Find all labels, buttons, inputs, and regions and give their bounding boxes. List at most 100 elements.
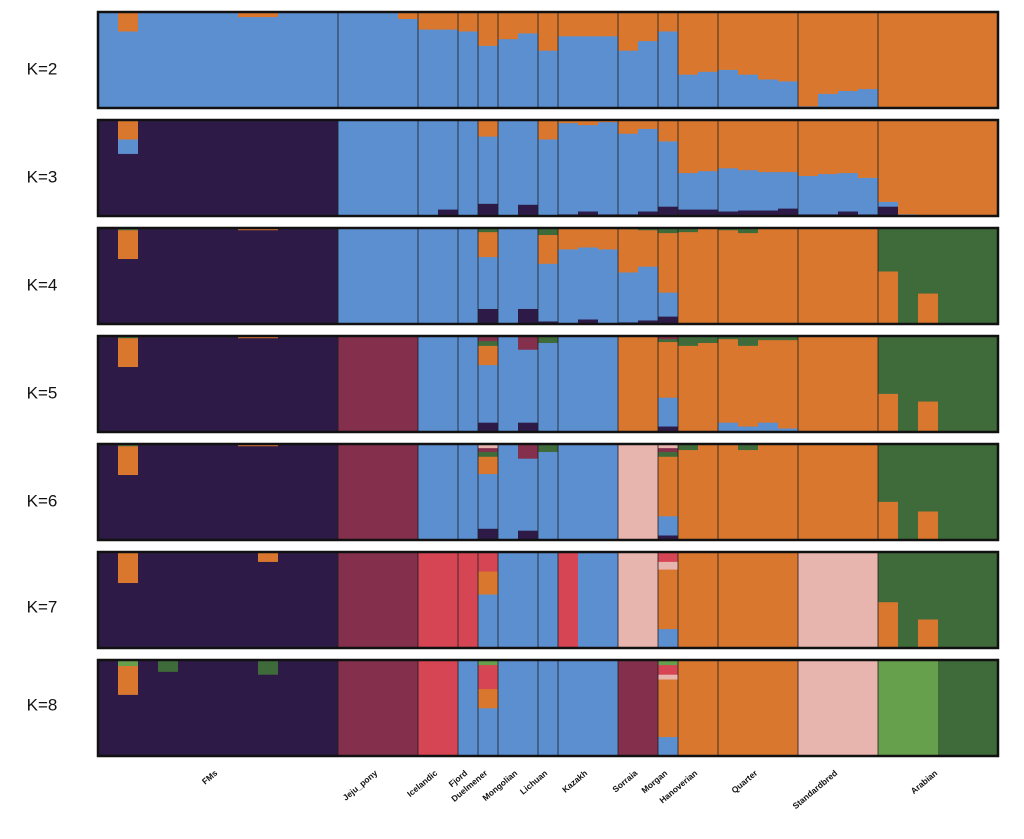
admixture-segment bbox=[198, 12, 219, 109]
admixture-segment bbox=[778, 12, 799, 82]
admixture-segment bbox=[518, 120, 539, 205]
admixture-segment bbox=[318, 228, 339, 325]
admixture-segment bbox=[818, 444, 839, 541]
admixture-segment bbox=[858, 120, 879, 178]
admixture-segment bbox=[578, 12, 599, 37]
admixture-segment bbox=[858, 177, 879, 215]
admixture-segment bbox=[638, 336, 659, 433]
admixture-segment bbox=[498, 444, 519, 541]
admixture-segment bbox=[738, 336, 759, 346]
panel-k8 bbox=[96, 658, 1000, 758]
admixture-segment bbox=[418, 228, 439, 325]
admixture-segment bbox=[778, 171, 799, 209]
admixture-segment bbox=[718, 211, 739, 217]
admixture-segment bbox=[378, 660, 399, 757]
admixture-segment bbox=[798, 444, 819, 541]
panel-k4 bbox=[96, 226, 1000, 326]
admixture-segment bbox=[898, 444, 919, 541]
admixture-segment bbox=[518, 12, 539, 34]
admixture-segment bbox=[818, 12, 839, 94]
admixture-segment bbox=[498, 12, 519, 40]
admixture-segment bbox=[318, 660, 339, 757]
admixture-segment bbox=[658, 569, 679, 630]
k-label: K=8 bbox=[27, 695, 58, 714]
admixture-segment bbox=[638, 320, 659, 325]
admixture-segment bbox=[478, 345, 499, 366]
admixture-segment bbox=[178, 336, 199, 433]
admixture-segment bbox=[678, 209, 699, 217]
admixture-segment bbox=[758, 660, 779, 757]
admixture-segment bbox=[398, 552, 419, 649]
admixture-segment bbox=[838, 660, 859, 757]
admixture-segment bbox=[978, 444, 999, 541]
admixture-segment bbox=[358, 336, 379, 433]
admixture-segment bbox=[458, 120, 479, 217]
admixture-segment bbox=[958, 444, 979, 541]
admixture-segment bbox=[598, 444, 619, 541]
admixture-segment bbox=[178, 12, 199, 109]
admixture-segment bbox=[478, 12, 499, 46]
admixture-segment bbox=[918, 293, 939, 325]
admixture-segment bbox=[818, 660, 839, 757]
admixture-segment bbox=[258, 445, 279, 541]
admixture-segment bbox=[158, 444, 179, 541]
admixture-segment bbox=[478, 136, 499, 204]
admixture-segment bbox=[658, 120, 679, 142]
admixture-segment bbox=[798, 12, 819, 107]
admixture-segment bbox=[338, 660, 359, 757]
admixture-segment bbox=[138, 552, 159, 649]
admixture-segment bbox=[598, 228, 619, 250]
population-label: Kazakh bbox=[560, 768, 589, 795]
admixture-segment bbox=[118, 366, 139, 433]
admixture-segment bbox=[778, 428, 799, 433]
admixture-segment bbox=[878, 206, 899, 217]
admixture-segment bbox=[598, 12, 619, 37]
panel-frame bbox=[96, 658, 1000, 758]
admixture-segment bbox=[578, 36, 599, 109]
admixture-segment bbox=[578, 247, 599, 320]
admixture-segment bbox=[398, 228, 419, 325]
admixture-segment bbox=[678, 12, 699, 75]
admixture-segment bbox=[818, 552, 839, 649]
admixture-segment bbox=[138, 228, 159, 325]
admixture-segment bbox=[498, 38, 519, 109]
admixture-segment bbox=[158, 120, 179, 217]
admixture-segment bbox=[98, 12, 119, 109]
admixture-segment bbox=[138, 444, 159, 541]
admixture-segment bbox=[718, 444, 739, 541]
admixture-segment bbox=[558, 12, 579, 37]
admixture-segment bbox=[658, 206, 679, 217]
panel-frame bbox=[96, 334, 1000, 434]
admixture-segment bbox=[438, 336, 459, 433]
admixture-segment bbox=[118, 552, 139, 584]
admixture-segment bbox=[538, 263, 559, 322]
admixture-segment bbox=[258, 229, 279, 325]
admixture-segment bbox=[198, 552, 219, 649]
admixture-segment bbox=[218, 228, 239, 325]
admixture-segment bbox=[518, 422, 539, 433]
admixture-segment bbox=[578, 228, 599, 248]
admixture-segment bbox=[338, 552, 359, 649]
admixture-segment bbox=[878, 201, 899, 207]
admixture-segment bbox=[838, 120, 859, 174]
admixture-segment bbox=[558, 444, 579, 541]
admixture-segment bbox=[538, 660, 559, 757]
admixture-segment bbox=[318, 120, 339, 217]
admixture-segment bbox=[858, 336, 879, 433]
admixture-segment bbox=[358, 552, 379, 649]
admixture-segment bbox=[858, 552, 879, 649]
admixture-segment bbox=[118, 139, 139, 154]
admixture-segment bbox=[558, 122, 579, 215]
admixture-segment bbox=[158, 12, 179, 109]
admixture-segment bbox=[898, 336, 919, 433]
admixture-segment bbox=[218, 660, 239, 757]
admixture-segment bbox=[838, 12, 859, 92]
admixture-segment bbox=[218, 336, 239, 433]
admixture-segment bbox=[658, 561, 679, 570]
population-label: Sorraia bbox=[610, 768, 639, 795]
admixture-segment bbox=[698, 228, 719, 325]
admixture-segment bbox=[518, 552, 539, 649]
admixture-segment bbox=[618, 552, 639, 649]
admixture-segment bbox=[358, 120, 379, 217]
